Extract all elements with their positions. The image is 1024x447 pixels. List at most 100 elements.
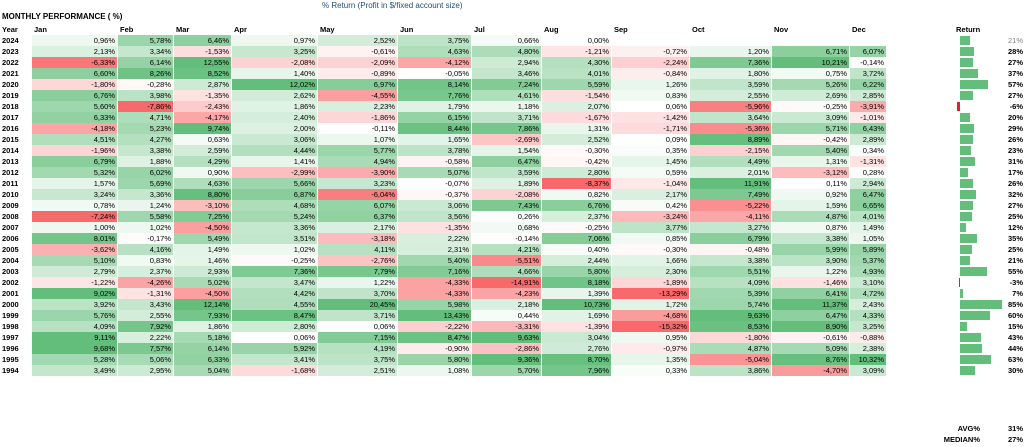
return-bar: [960, 124, 975, 133]
month-value-cell: 6,37%: [318, 211, 397, 222]
month-value-cell: 7,15%: [318, 332, 397, 343]
month-value-cell: 4,51%: [32, 134, 117, 145]
table-row: 2022 -6,33% 6,14% 12,55% -2,08% -2,09% -4,12% 2…: [0, 57, 1024, 68]
month-value-cell: 7,96%: [542, 365, 611, 376]
year-cell: 2005: [2, 245, 19, 254]
month-value-cell: 7,16%: [398, 266, 471, 277]
month-value-cell: 1,80%: [690, 68, 771, 79]
year-cell: 1996: [2, 344, 19, 353]
return-bar: [960, 245, 973, 254]
year-cell: 1999: [2, 311, 19, 320]
month-value-cell: -1,35%: [174, 90, 231, 101]
return-bar: [960, 223, 966, 232]
month-value-cell: -2,86%: [472, 343, 541, 354]
month-value-cell: 2,00%: [232, 123, 317, 134]
month-value-cell: 1,86%: [232, 101, 317, 112]
month-value-cell: 6,47%: [472, 156, 541, 167]
month-value-cell: 6,65%: [850, 200, 886, 211]
month-value-cell: 6,15%: [398, 112, 471, 123]
return-value: 85%: [1007, 300, 1023, 309]
header-year: Year: [2, 25, 18, 34]
month-value-cell: 20,45%: [318, 299, 397, 310]
month-value-cell: 2,79%: [32, 266, 117, 277]
month-value-cell: 5,99%: [772, 244, 849, 255]
table-row: 2004 5,10% 0,83% 1,46% -0,25% -2,76% 5,40% -5,5…: [0, 255, 1024, 266]
year-cell: 2002: [2, 278, 19, 287]
month-value-cell: 9,74%: [174, 123, 231, 134]
month-value-cell: 6,76%: [542, 200, 611, 211]
month-value-cell: 6,47%: [850, 189, 886, 200]
month-value-cell: [612, 35, 689, 46]
month-value-cell: -1,80%: [32, 79, 117, 90]
return-value: -3%: [1009, 278, 1023, 287]
month-value-cell: 1,05%: [850, 233, 886, 244]
month-value-cell: 7,86%: [472, 123, 541, 134]
month-value-cell: 5,89%: [850, 244, 886, 255]
month-value-cell: 8,70%: [542, 354, 611, 365]
return-bar: [960, 135, 973, 144]
year-cell: 2022: [2, 58, 19, 67]
month-value-cell: 0,75%: [772, 68, 849, 79]
month-value-cell: 0,09%: [612, 134, 689, 145]
month-value-cell: 5,07%: [398, 167, 471, 178]
month-value-cell: 3,72%: [850, 68, 886, 79]
year-cell: 2014: [2, 146, 19, 155]
month-value-cell: 4,80%: [472, 46, 541, 57]
return-bar: [960, 355, 992, 364]
month-value-cell: 4,33%: [850, 310, 886, 321]
year-cell: 2012: [2, 168, 19, 177]
month-value-cell: 3,59%: [690, 79, 771, 90]
month-value-cell: 8,01%: [32, 233, 117, 244]
month-value-cell: -4,68%: [612, 310, 689, 321]
month-value-cell: 5,32%: [32, 167, 117, 178]
month-value-cell: 2,22%: [398, 233, 471, 244]
month-value-cell: 8,44%: [398, 123, 471, 134]
month-value-cell: 4,44%: [232, 145, 317, 156]
month-value-cell: -1,04%: [612, 178, 689, 189]
month-value-cell: 5,02%: [174, 277, 231, 288]
return-value: 15%: [1007, 322, 1023, 331]
month-value-cell: 3,49%: [32, 365, 117, 376]
month-value-cell: 2,38%: [850, 343, 886, 354]
year-cell: 2015: [2, 135, 19, 144]
month-value-cell: 4,72%: [850, 288, 886, 299]
month-value-cell: [850, 35, 886, 46]
month-value-cell: -0,25%: [232, 255, 317, 266]
month-value-cell: 1,18%: [472, 101, 541, 112]
month-value-cell: 0,59%: [612, 167, 689, 178]
month-value-cell: 3,38%: [118, 145, 173, 156]
month-value-cell: -0,14%: [472, 233, 541, 244]
month-value-cell: 1,20%: [690, 46, 771, 57]
month-value-cell: 4,71%: [118, 112, 173, 123]
month-value-cell: -2,09%: [318, 57, 397, 68]
month-value-cell: -15,32%: [612, 321, 689, 332]
month-value-cell: 8,80%: [174, 189, 231, 200]
month-value-cell: 5,58%: [118, 211, 173, 222]
month-value-cell: -1,22%: [32, 277, 117, 288]
month-value-cell: 6,22%: [850, 79, 886, 90]
month-value-cell: 0,35%: [612, 145, 689, 156]
month-value-cell: 7,49%: [690, 189, 771, 200]
median-value: 27%: [1007, 435, 1023, 444]
year-cell: 1995: [2, 355, 19, 364]
month-value-cell: 1,35%: [612, 354, 689, 365]
return-value: 57%: [1007, 80, 1023, 89]
month-value-cell: 3,90%: [772, 255, 849, 266]
month-value-cell: 5,23%: [118, 123, 173, 134]
month-value-cell: -6,04%: [318, 189, 397, 200]
header-month-dec: Dec: [852, 25, 866, 34]
year-cell: 2021: [2, 69, 19, 78]
month-value-cell: 4,01%: [542, 68, 611, 79]
month-value-cell: -1,67%: [542, 112, 611, 123]
month-value-cell: 4,94%: [318, 156, 397, 167]
month-value-cell: 5,39%: [690, 288, 771, 299]
month-value-cell: -3,12%: [772, 167, 849, 178]
month-value-cell: -4,11%: [690, 211, 771, 222]
month-value-cell: 3,98%: [118, 90, 173, 101]
header-month-may: May: [320, 25, 335, 34]
year-cell: 2017: [2, 113, 19, 122]
month-value-cell: 1,02%: [232, 244, 317, 255]
header-return: Return: [956, 25, 981, 34]
month-value-cell: 3,34%: [118, 46, 173, 57]
month-value-cell: 0,97%: [232, 35, 317, 46]
